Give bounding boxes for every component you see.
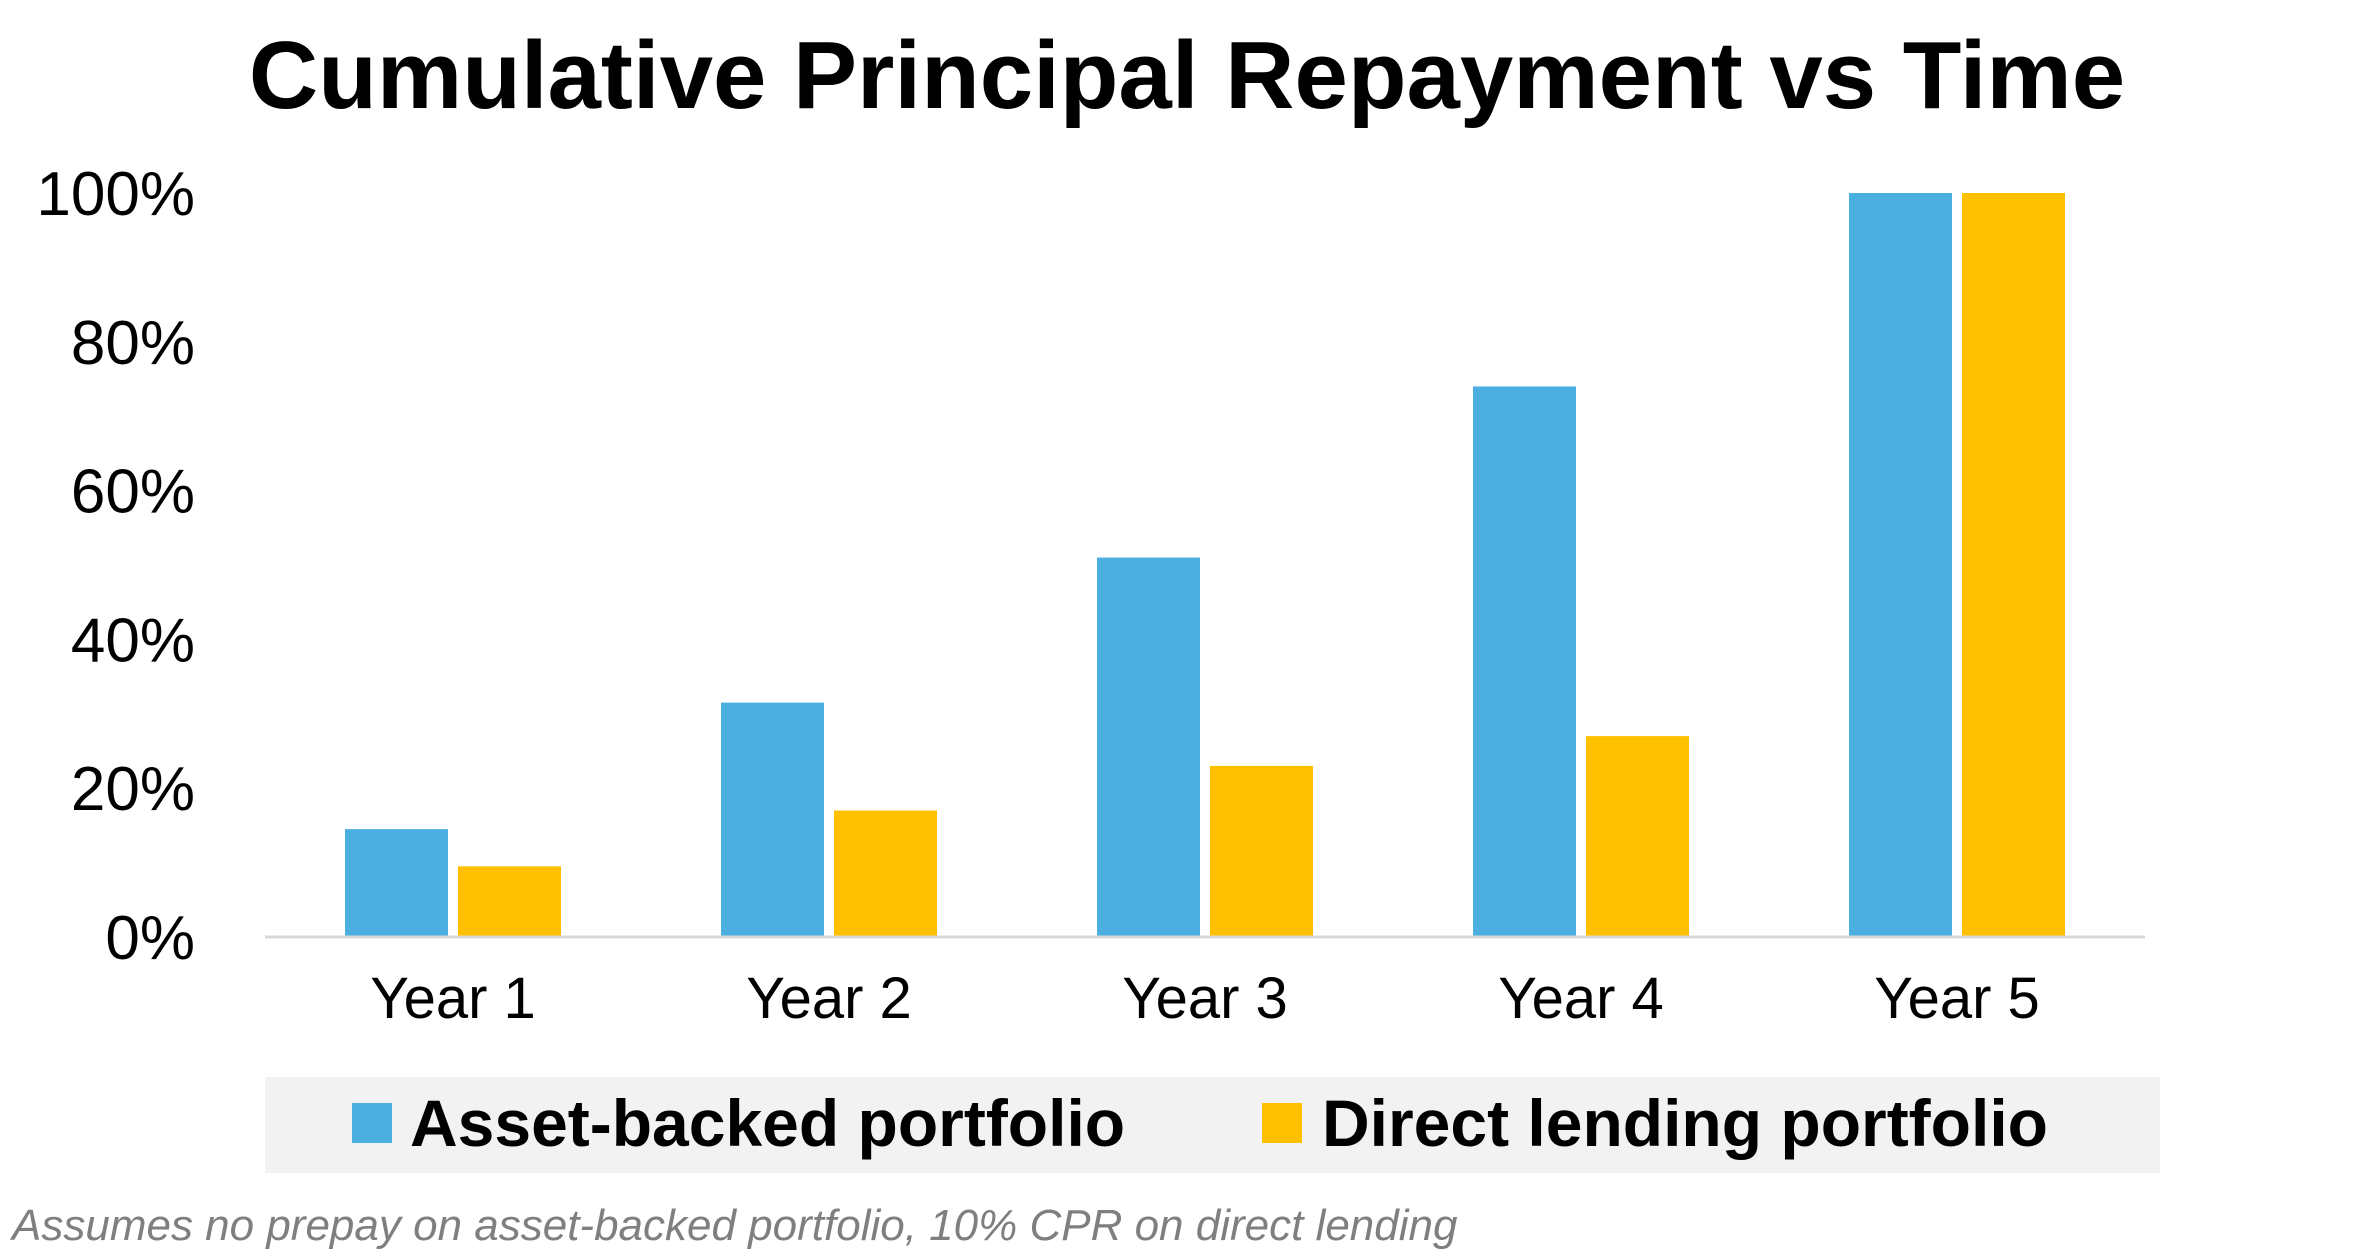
x-axis: Year 1 Year 2 Year 3 Year 4 Year 5: [370, 966, 2040, 1031]
x-tick-label: Year 5: [1874, 966, 2040, 1031]
legend-swatch-direct-lending: [1262, 1103, 1302, 1143]
bar-asset-backed-3: [1097, 557, 1200, 937]
x-tick-label: Year 2: [746, 966, 912, 1031]
y-tick-label: 80%: [71, 309, 195, 378]
legend-swatch-asset-backed: [352, 1103, 392, 1143]
bar-asset-backed-1: [345, 829, 448, 937]
legend-label-asset-backed: Asset-backed portfolio: [410, 1086, 1125, 1160]
x-tick-label: Year 3: [1122, 966, 1288, 1031]
legend: Asset-backed portfolio Direct lending po…: [265, 1077, 2160, 1173]
y-axis: 0% 20% 40% 60% 80% 100%: [36, 160, 195, 973]
bar-direct-lending-4: [1586, 736, 1689, 937]
bar-asset-backed-4: [1473, 386, 1576, 937]
y-tick-label: 20%: [71, 755, 195, 824]
y-tick-label: 100%: [36, 160, 195, 229]
bar-asset-backed-5: [1849, 193, 1952, 937]
legend-label-direct-lending: Direct lending portfolio: [1322, 1086, 2048, 1160]
x-tick-label: Year 1: [370, 966, 536, 1031]
bar-asset-backed-2: [721, 702, 824, 937]
footnote: Assumes no prepay on asset-backed portfo…: [9, 1201, 1458, 1250]
chart-title: Cumulative Principal Repayment vs Time: [249, 22, 2125, 129]
y-tick-label: 60%: [71, 458, 195, 527]
bars: [345, 193, 2065, 937]
y-tick-label: 40%: [71, 606, 195, 675]
bar-direct-lending-5: [1962, 193, 2065, 937]
legend-background: [265, 1077, 2160, 1173]
bar-direct-lending-2: [834, 810, 937, 937]
y-tick-label: 0%: [105, 904, 195, 973]
bar-direct-lending-3: [1210, 765, 1313, 937]
x-tick-label: Year 4: [1498, 966, 1664, 1031]
bar-direct-lending-1: [458, 866, 561, 937]
